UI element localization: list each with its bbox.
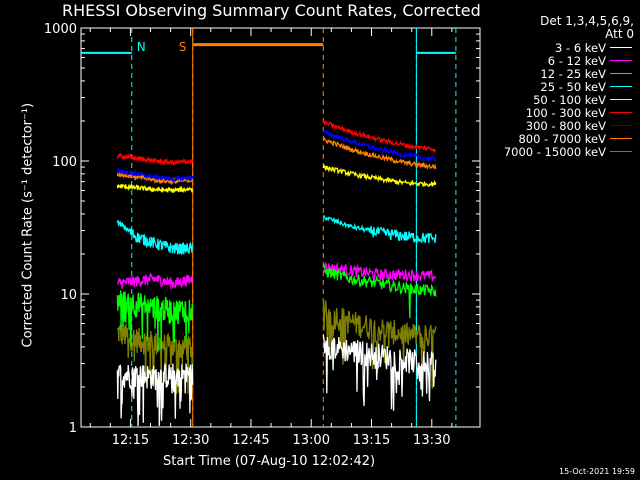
legend-swatch [610, 125, 632, 126]
legend-label: 12 - 25 keV [540, 67, 606, 81]
legend-label: 3 - 6 keV [555, 41, 606, 55]
x-tick-label: 12:45 [232, 433, 269, 448]
series-line-3-6-keV [322, 334, 437, 411]
series-line-3-6-keV [116, 362, 194, 426]
legend-swatch [610, 138, 632, 139]
series-line-100-300-keV [322, 120, 437, 154]
legend-swatch [610, 86, 632, 87]
legend-entry: 7000 - 15000 keV [486, 145, 636, 159]
y-tick-label: 1 [69, 421, 77, 436]
series-line-12-25-keV [116, 290, 194, 353]
legend-swatch [610, 73, 632, 74]
legend-entry: 100 - 300 keV [486, 106, 636, 120]
y-tick-label: 10 [60, 288, 77, 303]
legend-label: 6 - 12 keV [547, 54, 606, 68]
legend-entry: 3 - 6 keV [486, 41, 636, 55]
legend-label: 800 - 7000 keV [518, 132, 606, 146]
legend-entry: 800 - 7000 keV [486, 132, 636, 146]
series-line-300-800-keV [322, 128, 437, 163]
saa-flag-label: S [179, 40, 187, 54]
timestamp: 15-Oct-2021 19:59 [559, 467, 635, 476]
legend-entry: 25 - 50 keV [486, 80, 636, 94]
series-line-50-100-keV [116, 183, 194, 194]
y-axis-label: Corrected Count Rate (s⁻¹ detector⁻¹) [20, 102, 36, 348]
night-flag-label: N [137, 40, 146, 54]
legend: 3 - 6 keV 6 - 12 keV 12 - 25 keV 25 - 50 ke… [486, 41, 636, 159]
x-tick-label: 12:30 [172, 433, 209, 448]
legend-label: 7000 - 15000 keV [503, 145, 606, 159]
y-tick-label: 1000 [44, 22, 77, 37]
legend-label: 100 - 300 keV [525, 106, 606, 120]
series-line-7000-15000-keV [116, 323, 194, 394]
x-tick-label: 13:00 [293, 433, 330, 448]
plot-frame [80, 27, 481, 428]
series-line-300-800-keV [116, 168, 194, 184]
legend-label: 300 - 800 keV [525, 119, 606, 133]
series-line-25-50-keV [116, 220, 194, 256]
series-line-7000-15000-keV [322, 299, 437, 389]
legend-swatch [610, 60, 632, 61]
legend-swatch [610, 47, 632, 48]
x-tick-label: 13:15 [353, 433, 390, 448]
chart-title: RHESSI Observing Summary Count Rates, Co… [62, 1, 481, 20]
y-tick-label: 100 [52, 155, 77, 170]
legend-entry: 50 - 100 keV [486, 93, 636, 107]
legend-label: 50 - 100 keV [533, 93, 606, 107]
legend-swatch [610, 112, 632, 113]
x-tick-label: 13:30 [413, 433, 450, 448]
x-axis-label: Start Time (07-Aug-10 12:02:42) [163, 454, 376, 469]
legend-swatch [610, 99, 632, 100]
detector-info: Det 1,3,4,5,6,9, [540, 14, 634, 28]
series-line-12-25-keV [322, 263, 437, 319]
series-line-6-12-keV [116, 272, 194, 289]
series-line-50-100-keV [322, 163, 437, 188]
series-line-6-12-keV [322, 261, 437, 284]
series-line-100-300-keV [116, 152, 194, 167]
legend-entry: 12 - 25 keV [486, 67, 636, 81]
legend-label: 25 - 50 keV [540, 80, 606, 94]
x-tick-label: 12:15 [112, 433, 149, 448]
series-line-800-7000-keV [323, 137, 437, 170]
legend-entry: 6 - 12 keV [486, 54, 636, 68]
legend-entry: 300 - 800 keV [486, 119, 636, 133]
attenuator-info: Att 0 [605, 27, 634, 41]
legend-swatch [610, 151, 632, 152]
series-line-25-50-keV [322, 214, 437, 244]
